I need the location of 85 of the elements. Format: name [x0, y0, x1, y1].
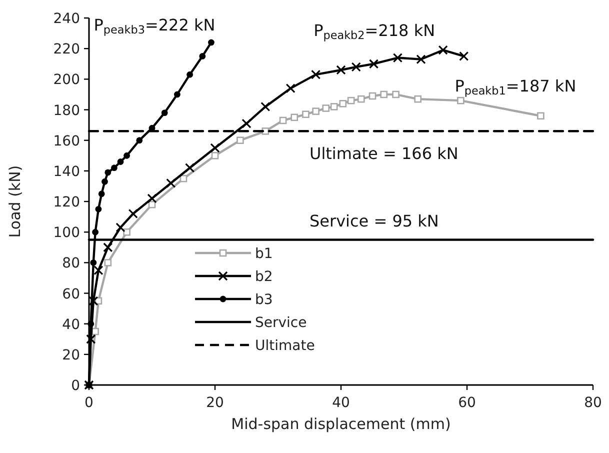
point: [339, 100, 347, 108]
point: [185, 163, 195, 173]
point: [124, 152, 130, 159]
legend-label: Ultimate: [255, 338, 315, 354]
point: [147, 194, 157, 204]
point: [199, 53, 206, 60]
point: [438, 45, 448, 55]
point: [90, 259, 97, 266]
point: [98, 190, 105, 198]
point: [136, 137, 143, 144]
legend-label: b2: [255, 269, 273, 285]
point: [290, 114, 298, 122]
point: [117, 158, 124, 165]
x-tick-label: 60: [458, 395, 476, 411]
annotation: P$_{peakb2}$=218 kN: [314, 21, 436, 42]
point: [123, 228, 130, 236]
point: [347, 96, 355, 104]
point: [211, 152, 219, 160]
point: [242, 118, 252, 128]
legend-label: Service: [255, 315, 307, 331]
point: [279, 116, 287, 124]
point: [368, 59, 379, 69]
point: [457, 96, 464, 104]
y-tick-label: 60: [62, 286, 80, 302]
point: [311, 70, 321, 80]
annotation: Ultimate = 166 kN: [310, 144, 458, 164]
x-axis-title: Mid-span displacement (mm): [231, 415, 451, 433]
y-tick-label: 80: [62, 256, 80, 272]
point: [368, 92, 376, 100]
point: [414, 95, 422, 103]
point: [103, 242, 113, 252]
y-tick-label: 120: [53, 194, 80, 210]
y-tick-label: 180: [53, 102, 80, 119]
y-tick-label: 220: [53, 42, 80, 58]
point: [392, 52, 402, 63]
point: [312, 108, 320, 115]
y-tick-label: 140: [53, 164, 80, 180]
point: [260, 102, 270, 112]
y-tick-label: 240: [53, 11, 80, 27]
point: [322, 104, 330, 112]
point: [92, 228, 98, 236]
x-tick-label: 0: [84, 395, 94, 411]
annotation: P$_{peakb3}$=222 kN: [94, 15, 216, 37]
x-tick-label: 20: [206, 395, 224, 411]
y-tick-label: 20: [62, 347, 80, 364]
point: [380, 90, 388, 98]
point: [86, 334, 96, 344]
point: [95, 206, 102, 212]
point: [286, 84, 296, 94]
point: [208, 39, 214, 46]
point: [111, 164, 118, 172]
point: [102, 178, 108, 185]
point: [330, 103, 338, 110]
y-tick-label: 160: [53, 133, 80, 150]
point: [351, 62, 361, 72]
point: [104, 259, 112, 266]
legend-label: b3: [255, 292, 273, 308]
annotation: P$_{peakb1}$=187 kN: [454, 76, 576, 98]
point: [358, 95, 365, 103]
point: [166, 178, 176, 188]
point: [302, 110, 310, 118]
point: [459, 51, 469, 62]
point: [174, 91, 180, 98]
annotation: Service = 95 kN: [310, 212, 439, 231]
y-tick-label: 40: [62, 316, 80, 333]
point: [94, 266, 104, 276]
x-tick-label: 80: [584, 395, 602, 411]
point: [186, 71, 193, 78]
point: [210, 143, 220, 153]
point: [104, 169, 112, 176]
point: [392, 90, 400, 98]
point: [236, 136, 244, 144]
y-tick-label: 0: [71, 378, 80, 394]
y-tick-label: 200: [53, 72, 80, 88]
y-axis-title: Load (kN): [6, 165, 24, 238]
point: [116, 222, 126, 232]
point: [537, 112, 544, 120]
point: [336, 65, 346, 75]
y-tick-label: 100: [53, 225, 80, 242]
x-tick-label: 40: [332, 395, 350, 411]
legend-label: b1: [255, 246, 273, 262]
point: [161, 110, 168, 116]
point: [88, 296, 98, 306]
point: [416, 54, 426, 64]
point: [128, 208, 138, 219]
